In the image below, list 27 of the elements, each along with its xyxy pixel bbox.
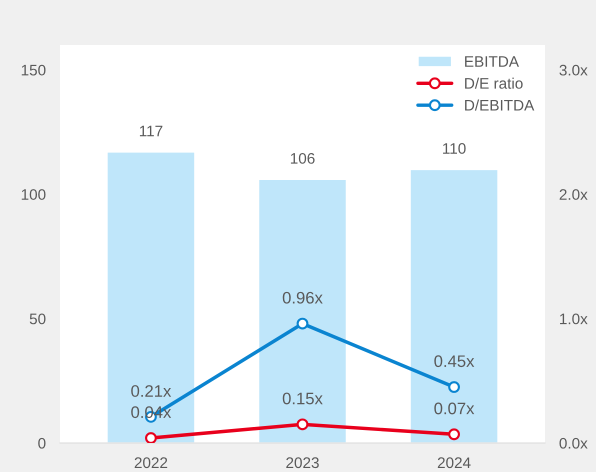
legend-label: EBITDA: [465, 56, 519, 67]
x-tick-label: 2024: [438, 457, 471, 468]
legend-label: D/EBITDA: [465, 99, 534, 111]
data-label: 0.15x: [282, 392, 323, 404]
data-label: 0.21x: [131, 385, 172, 397]
y2-tick-label: 1.0x: [560, 313, 588, 324]
data-label: 0.96x: [282, 292, 323, 304]
y-tick-label: 0: [38, 438, 46, 449]
point: [145, 432, 157, 443]
y-tick-label: 100: [22, 189, 46, 200]
y2-tick-label: 2.0x: [560, 189, 588, 200]
data-label: 110: [443, 143, 466, 154]
data-label: 0.07x: [434, 402, 474, 414]
point: [296, 418, 308, 430]
y-tick-label: 150: [22, 64, 46, 76]
data-label: 106: [290, 152, 315, 164]
y2-tick-label: 0.0x: [559, 438, 588, 449]
x-tick-label: 2022: [134, 457, 168, 468]
point: [296, 318, 308, 330]
y-tick-label: 50: [30, 313, 46, 324]
data-label: 117: [140, 126, 162, 136]
y2-tick-label: 3.0x: [559, 64, 588, 76]
point: [448, 428, 460, 440]
x-tick-label: 2023: [286, 457, 319, 468]
legend-label: D/E ratio: [465, 78, 523, 89]
data-label: 0.45x: [434, 355, 474, 368]
point: [448, 381, 460, 393]
